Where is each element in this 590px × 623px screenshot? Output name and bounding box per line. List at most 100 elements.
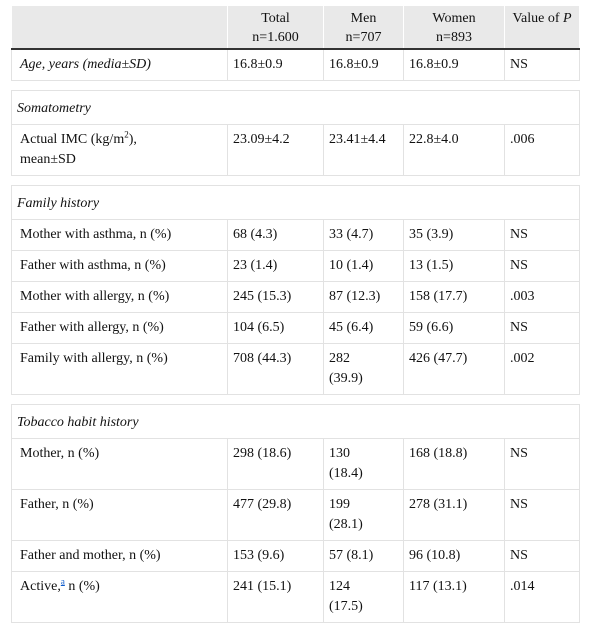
cell-men-line1: 130 — [329, 446, 350, 461]
cell-total: 16.8±0.9 — [227, 48, 324, 81]
row-label: Mother, n (%) — [11, 438, 228, 490]
cell-total: 104 (6.5) — [227, 312, 324, 344]
cell-total: 23.09±4.2 — [227, 124, 324, 176]
cell-women: 13 (1.5) — [403, 250, 505, 282]
footnote-link[interactable]: a — [60, 576, 65, 587]
header-pvalue: Value of P — [504, 6, 580, 50]
cell-total: 245 (15.3) — [227, 281, 324, 313]
cell-total: 241 (15.1) — [227, 571, 324, 623]
header-row: Total n=1.600 Men n=707 Women n=893 Valu… — [11, 6, 580, 50]
cell-p: .003 — [504, 281, 580, 313]
cell-total: 477 (29.8) — [227, 489, 324, 541]
row-label: Father and mother, n (%) — [11, 540, 228, 572]
header-p-italic: P — [562, 11, 572, 26]
header-total-n: n=1.600 — [252, 30, 299, 45]
section-family: Family history — [11, 185, 580, 220]
table-row: Father with allergy, n (%) 104 (6.5) 45 … — [11, 312, 580, 344]
row-label: Father with asthma, n (%) — [11, 250, 228, 282]
imc-label-line2: mean±SD — [20, 152, 76, 167]
cell-men: 57 (8.1) — [323, 540, 404, 572]
row-label: Mother with allergy, n (%) — [11, 281, 228, 313]
row-label: Mother with asthma, n (%) — [11, 219, 228, 251]
table-row: Mother with allergy, n (%) 245 (15.3) 87… — [11, 281, 580, 313]
section-title: Somatometry — [11, 90, 580, 125]
table-row: Mother, n (%) 298 (18.6) 130 (18.4) 168 (… — [11, 438, 580, 490]
cell-men-line2: (28.1) — [329, 517, 363, 532]
imc-label-post: ), — [128, 132, 137, 147]
table-row: Father and mother, n (%) 153 (9.6) 57 (8… — [11, 540, 580, 572]
active-label-post: n (%) — [64, 579, 100, 594]
cell-men-line1: 199 — [329, 497, 350, 512]
cell-men: 23.41±4.4 — [323, 124, 404, 176]
header-men-n: n=707 — [345, 30, 382, 45]
cell-p: NS — [504, 48, 580, 81]
cell-men-line1: 124 — [329, 579, 350, 594]
cell-women: 59 (6.6) — [403, 312, 505, 344]
cell-total: 298 (18.6) — [227, 438, 324, 490]
cell-men-line1: 282 — [329, 351, 350, 366]
cell-men: 130 (18.4) — [323, 438, 404, 490]
row-label: Family with allergy, n (%) — [11, 343, 228, 395]
cell-women: 35 (3.9) — [403, 219, 505, 251]
header-total-label: Total — [261, 11, 290, 26]
header-total: Total n=1.600 — [227, 6, 324, 50]
header-women: Women n=893 — [403, 6, 505, 50]
cell-women: 426 (47.7) — [403, 343, 505, 395]
cell-women: 158 (17.7) — [403, 281, 505, 313]
cell-men: 199 (28.1) — [323, 489, 404, 541]
table-row: Family with allergy, n (%) 708 (44.3) 28… — [11, 343, 580, 395]
section-somatometry: Somatometry — [11, 90, 580, 125]
cell-p: .006 — [504, 124, 580, 176]
cell-men: 16.8±0.9 — [323, 48, 404, 81]
data-table: Total n=1.600 Men n=707 Women n=893 Valu… — [11, 6, 580, 623]
section-title: Family history — [11, 185, 580, 220]
cell-men: 33 (4.7) — [323, 219, 404, 251]
header-p-prefix: Value of — [512, 11, 563, 26]
row-label: Father, n (%) — [11, 489, 228, 541]
table-row: Father, n (%) 477 (29.8) 199 (28.1) 278 (… — [11, 489, 580, 541]
cell-women: 16.8±0.9 — [403, 48, 505, 81]
cell-total: 68 (4.3) — [227, 219, 324, 251]
section-tobacco: Tobacco habit history — [11, 404, 580, 439]
header-women-label: Women — [432, 11, 476, 26]
cell-total: 23 (1.4) — [227, 250, 324, 282]
imc-label-pre: Actual IMC (kg/m — [20, 132, 125, 147]
header-men-label: Men — [350, 11, 377, 26]
spacer-row — [11, 175, 580, 186]
cell-p: NS — [504, 219, 580, 251]
cell-p: NS — [504, 489, 580, 541]
cell-p: .014 — [504, 571, 580, 623]
spacer-row — [11, 80, 580, 91]
active-label-pre: Active, — [20, 579, 61, 594]
row-label: Father with allergy, n (%) — [11, 312, 228, 344]
cell-women: 168 (18.8) — [403, 438, 505, 490]
header-men: Men n=707 — [323, 6, 404, 50]
cell-men: 87 (12.3) — [323, 281, 404, 313]
table-row: Father with asthma, n (%) 23 (1.4) 10 (1… — [11, 250, 580, 282]
row-label: Actual IMC (kg/m2), mean±SD — [11, 124, 228, 176]
table-row: Mother with asthma, n (%) 68 (4.3) 33 (4… — [11, 219, 580, 251]
cell-men: 282 (39.9) — [323, 343, 404, 395]
table-row: Active,a n (%) 241 (15.1) 124 (17.5) 117 … — [11, 571, 580, 623]
header-women-n: n=893 — [436, 30, 472, 45]
header-empty — [11, 6, 228, 50]
cell-total: 708 (44.3) — [227, 343, 324, 395]
cell-men: 124 (17.5) — [323, 571, 404, 623]
cell-men-line2: (17.5) — [329, 599, 363, 614]
cell-men-line2: (18.4) — [329, 466, 363, 481]
cell-women: 278 (31.1) — [403, 489, 505, 541]
section-title: Tobacco habit history — [11, 404, 580, 439]
spacer-row — [11, 394, 580, 405]
row-label: Age, years (media±SD) — [11, 48, 228, 81]
table-row-imc: Actual IMC (kg/m2), mean±SD 23.09±4.2 23.… — [11, 124, 580, 176]
cell-men-line2: (39.9) — [329, 371, 363, 386]
row-label: Active,a n (%) — [11, 571, 228, 623]
table-row-age: Age, years (media±SD) 16.8±0.9 16.8±0.9 … — [11, 48, 580, 81]
cell-women: 117 (13.1) — [403, 571, 505, 623]
cell-women: 96 (10.8) — [403, 540, 505, 572]
cell-p: NS — [504, 438, 580, 490]
cell-p: NS — [504, 540, 580, 572]
imc-label-sup: 2 — [124, 129, 129, 140]
cell-p: NS — [504, 250, 580, 282]
cell-total: 153 (9.6) — [227, 540, 324, 572]
